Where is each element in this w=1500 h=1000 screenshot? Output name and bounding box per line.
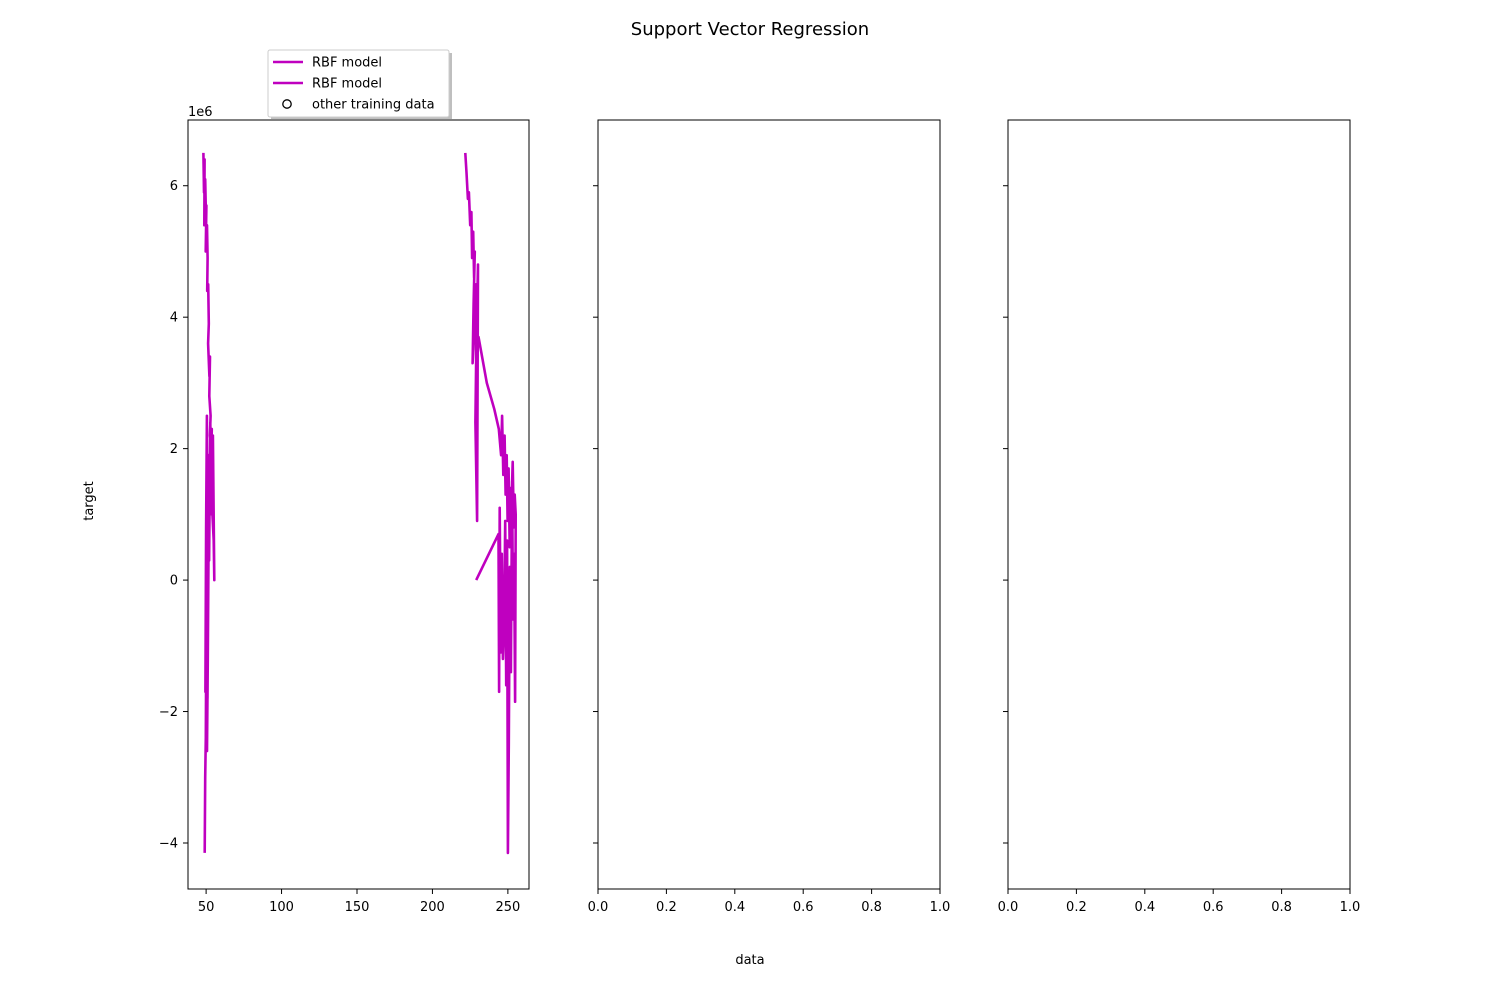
x-tick-label: 0.4 [724,900,745,915]
legend-entry: RBF model [273,56,382,71]
legend-label: RBF model [312,77,382,92]
x-tick-label: 1.0 [1340,900,1361,915]
x-tick-label: 0.0 [588,900,609,915]
y-axis-label: target [82,481,97,521]
legend-label: RBF model [312,56,382,71]
legend-box [267,49,450,118]
legend-entry: RBF model [273,77,382,92]
y-tick-label: 6 [170,179,178,194]
x-tick-label: 0.2 [656,900,677,915]
x-tick-label: 0.4 [1134,900,1155,915]
series-line-1 [202,152,216,853]
x-tick-label: 0.0 [998,900,1019,915]
x-tick-label: 0.6 [793,900,814,915]
y-tick-label: 2 [170,442,178,457]
subplot-panels: 50 100 150 200 250 −4 −2 0 2 4 6 1e6 0.0 0.2 0.4 0.6 0.8… [159,105,1361,915]
figure-title: Support Vector Regression [631,19,869,40]
y-tick-label: 4 [170,311,178,326]
legend: RBF model RBF model other training data [267,49,452,120]
x-axis-label: data [735,953,764,968]
axes-frame [1007,119,1351,890]
axes-frame [597,119,941,890]
y-tick-label: 0 [170,574,178,589]
legend-entry: other training data [282,98,435,113]
y-scale-offset: 1e6 [188,105,213,120]
x-tick-label: 0.8 [861,900,882,915]
subplot-2: 0.0 0.2 0.4 0.6 0.8 1.0 [588,119,951,915]
series-line-2 [464,152,517,855]
x-tick-label: 0.8 [1271,900,1292,915]
x-tick-label: 1.0 [930,900,951,915]
legend-label: other training data [312,98,435,113]
x-tick-label: 250 [495,900,520,915]
x-tick-label: 100 [269,900,294,915]
x-tick-label: 0.6 [1203,900,1224,915]
x-tick-label: 150 [345,900,370,915]
y-tick-label: −2 [159,705,178,720]
x-tick-label: 200 [420,900,445,915]
subplot-1: 50 100 150 200 250 −4 −2 0 2 4 6 1e6 [159,105,530,915]
legend-circle-swatch [282,99,292,109]
x-tick-label: 0.2 [1066,900,1087,915]
subplot-3: 0.0 0.2 0.4 0.6 0.8 1.0 [998,119,1361,915]
y-tick-label: −4 [159,836,178,851]
x-tick-label: 50 [198,900,215,915]
